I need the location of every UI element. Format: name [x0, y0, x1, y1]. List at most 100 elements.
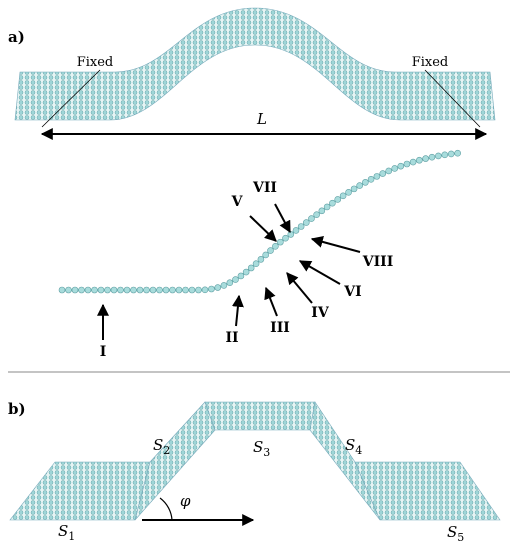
- atom: [84, 286, 92, 294]
- atom: [169, 286, 176, 294]
- angle-label: φ: [180, 492, 191, 510]
- atom: [117, 286, 124, 294]
- marker-label: IV: [311, 305, 330, 321]
- atom: [297, 223, 305, 230]
- atom: [292, 227, 300, 234]
- atom: [58, 286, 66, 294]
- atom: [97, 286, 105, 294]
- atom: [287, 231, 295, 238]
- marker-arrow: [264, 286, 278, 317]
- atom: [308, 215, 315, 222]
- atom: [334, 196, 342, 203]
- section-symbol: S: [345, 436, 355, 454]
- atom: [214, 284, 222, 291]
- atom: [188, 286, 196, 294]
- atom: [71, 286, 79, 294]
- atom: [435, 152, 442, 160]
- section-index: 1: [68, 530, 75, 541]
- panel-label: a): [8, 28, 25, 46]
- atom: [416, 156, 423, 164]
- atom: [136, 286, 144, 294]
- marker-label: I: [100, 344, 107, 360]
- fixed-line: [41, 69, 101, 128]
- atom: [318, 207, 326, 215]
- atom: [272, 242, 279, 250]
- atom: [143, 286, 150, 294]
- sheet-flat: [354, 461, 501, 521]
- section-symbol: S: [447, 523, 457, 541]
- atom-chain: [62, 152, 461, 291]
- atom: [267, 247, 274, 254]
- atom: [391, 165, 399, 172]
- atom: [313, 211, 320, 218]
- atom: [232, 276, 239, 283]
- atom: [201, 286, 209, 294]
- atom: [91, 286, 98, 294]
- graphene-sheet: [14, 7, 496, 121]
- section-index: 3: [263, 446, 270, 459]
- atom: [397, 162, 405, 170]
- atom: [242, 268, 250, 276]
- atom: [356, 182, 363, 189]
- atom: [350, 185, 358, 193]
- section-label: S1: [58, 522, 75, 541]
- atom: [257, 256, 265, 263]
- angle-arc: [159, 497, 173, 521]
- marker-arrow: [298, 260, 341, 285]
- atom: [237, 272, 245, 280]
- atom: [130, 286, 137, 294]
- section-symbol: S: [58, 522, 68, 540]
- atom: [123, 286, 131, 294]
- atom: [428, 153, 436, 161]
- atom: [367, 175, 375, 183]
- atom: [252, 260, 260, 268]
- section-symbol: S: [253, 438, 263, 456]
- marker-label: VIII: [362, 254, 394, 270]
- atom: [208, 285, 215, 293]
- atom: [409, 158, 417, 166]
- atom: [156, 286, 163, 294]
- atom: [345, 188, 352, 196]
- atom: [373, 173, 381, 180]
- sheet-slope: [309, 401, 381, 521]
- atom: [226, 279, 234, 287]
- panel-label: b): [8, 400, 26, 418]
- section-label: S3: [253, 438, 270, 459]
- marker-label: VII: [252, 180, 277, 196]
- atom: [65, 286, 72, 294]
- section-index: 4: [355, 444, 362, 457]
- atom: [329, 199, 336, 207]
- section-symbol: S: [153, 436, 163, 454]
- section-label: S4: [345, 436, 362, 457]
- section-label: S5: [447, 523, 464, 541]
- atom: [182, 286, 189, 294]
- atom: [262, 251, 269, 259]
- atom: [302, 219, 310, 226]
- section-label: S2: [153, 436, 170, 457]
- sheet-slope: [134, 401, 216, 521]
- atom: [385, 167, 392, 175]
- atom: [78, 286, 85, 294]
- fixed-label: Fixed: [412, 55, 449, 70]
- atom: [362, 179, 369, 186]
- atom: [282, 234, 289, 242]
- sheet-flat: [9, 461, 151, 521]
- marker-arrow: [310, 236, 361, 253]
- atom: [149, 286, 157, 294]
- fixed-line: [424, 69, 481, 128]
- marker-arrow: [286, 272, 313, 304]
- atom: [403, 160, 411, 168]
- marker-arrow: [231, 294, 244, 327]
- atom: [277, 238, 284, 246]
- atom: [104, 286, 111, 294]
- atom: [195, 286, 202, 294]
- atoms: [58, 149, 461, 294]
- length-label: L: [256, 110, 267, 128]
- atom: [175, 286, 183, 294]
- marker-label: VI: [343, 284, 361, 300]
- atom: [441, 151, 449, 159]
- atom: [339, 192, 347, 200]
